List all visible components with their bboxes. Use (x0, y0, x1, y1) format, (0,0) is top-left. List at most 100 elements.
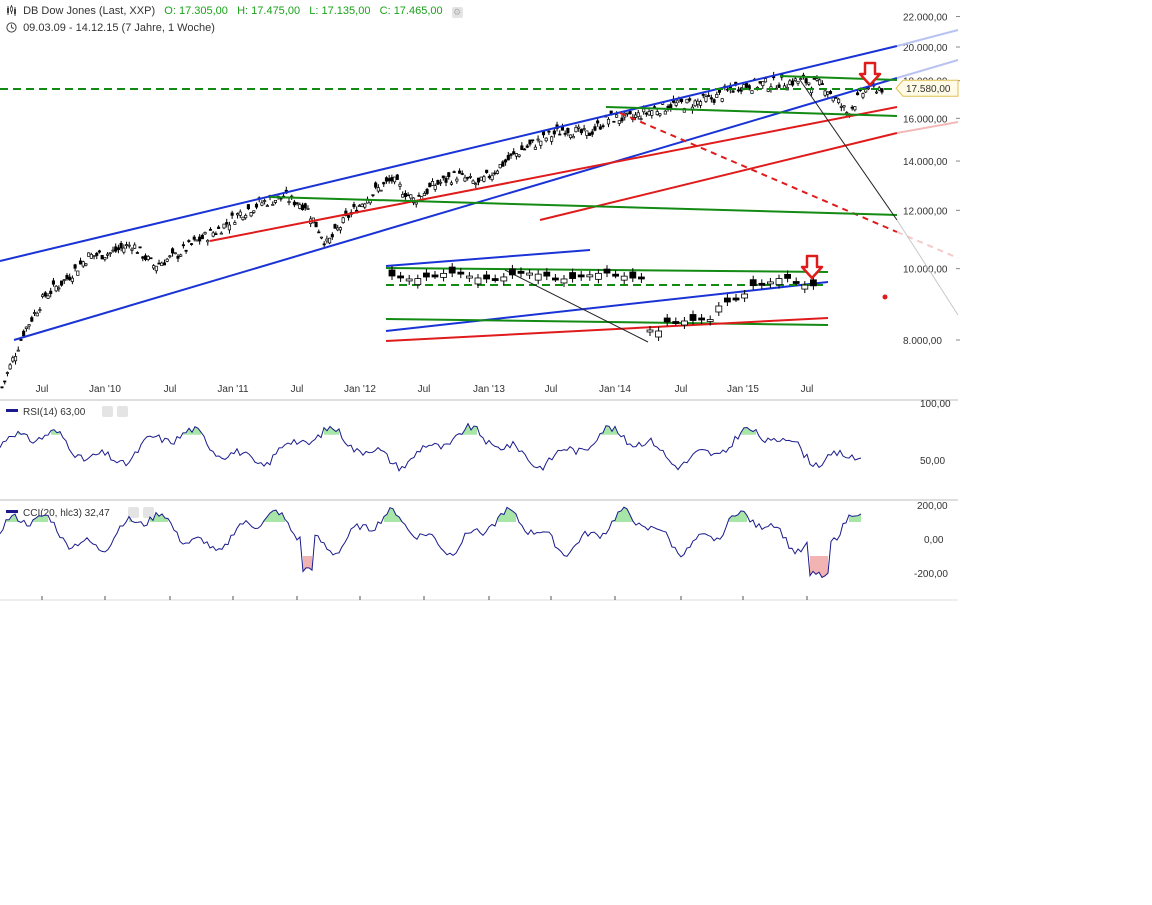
inset-candle-body (500, 276, 508, 282)
candle-body (428, 182, 432, 188)
candle-body (32, 312, 37, 314)
x-tick-label: Jul (418, 384, 431, 395)
cci-overbought-fill (393, 508, 396, 522)
candle-body (236, 213, 240, 216)
candle-body (625, 112, 629, 115)
candle-body (866, 87, 870, 90)
x-tick-label: Jan '10 (89, 384, 121, 395)
gear-icon[interactable]: ⚙ (451, 7, 463, 18)
rsi-overbought-fill (612, 426, 615, 435)
cci-oversold-fill (306, 556, 309, 568)
candle-body (347, 215, 351, 218)
inset-candle-body (388, 269, 396, 277)
candle-body (200, 234, 204, 240)
last-value-label: 17.580,00 (906, 84, 951, 95)
candle-body (874, 91, 879, 94)
inset-candle-body (741, 293, 748, 299)
candle-body (617, 120, 621, 124)
candle-body (698, 101, 703, 106)
upper-support-line (209, 106, 898, 242)
candle-body (328, 237, 332, 244)
lower-channel-extension (896, 59, 959, 79)
cci-overbought-fill (36, 515, 39, 522)
candle-body (479, 176, 483, 181)
lower-support-line (539, 132, 898, 221)
candle-body (688, 98, 692, 101)
candle-body (612, 120, 616, 123)
candle-body (352, 204, 356, 208)
candle-body (820, 83, 824, 85)
candle-body (577, 126, 581, 129)
rsi-overbought-fill (21, 433, 24, 435)
rsi-overbought-fill (324, 427, 327, 435)
candle-body (615, 114, 619, 118)
candle-body (772, 75, 776, 79)
cci-overbought-fill (6, 519, 9, 522)
candle-body (87, 252, 91, 257)
candle-body (780, 73, 784, 78)
cci-overbought-fill (849, 514, 852, 522)
candle-body (376, 187, 380, 192)
rsi-legend-label: RSI(14) 63,00 (23, 407, 86, 418)
candle-body (127, 244, 131, 247)
cci-line (0, 506, 862, 579)
x-tick-label: Jul (36, 384, 49, 395)
inset-trendline (504, 269, 649, 343)
candle-body (374, 182, 378, 188)
rsi-overbought-fill (336, 428, 339, 435)
candle-body (35, 312, 39, 317)
candle-body (839, 106, 843, 108)
candle-body (390, 177, 394, 182)
candle-body (723, 85, 727, 88)
candle-body (650, 110, 654, 116)
candle-body (807, 82, 811, 85)
candle-body (828, 91, 833, 94)
candle-body (566, 128, 570, 134)
candle-body (11, 357, 15, 362)
candle-body (344, 210, 348, 216)
cci-overbought-fill (498, 513, 501, 522)
inset-candle-body (689, 314, 697, 321)
candle-body (254, 203, 259, 208)
rsi-overbought-fill (57, 431, 60, 435)
candle-body (734, 81, 738, 86)
inset-candle-body (431, 274, 439, 278)
candle-body (758, 81, 762, 84)
candle-body (869, 76, 873, 82)
inset-chart (385, 249, 829, 343)
candle-body (355, 209, 359, 214)
candle-body (674, 102, 678, 106)
candle-body (22, 330, 26, 337)
cci-oversold-fill (819, 556, 822, 578)
cci-overbought-fill (615, 511, 618, 522)
x-tick-label: Jan '12 (344, 384, 376, 395)
candle-body (669, 104, 673, 110)
inset-candle-body (672, 321, 680, 324)
candle-body (73, 264, 77, 269)
cci-overbought-fill (855, 515, 858, 522)
candle-body (877, 87, 881, 91)
high-label: H: (237, 5, 249, 17)
candle-body (160, 262, 164, 267)
candle-body (81, 261, 85, 267)
candle-body (146, 256, 150, 260)
candle-body (490, 174, 494, 181)
inset-candle-body (603, 268, 611, 274)
cci-overbought-fill (12, 514, 15, 522)
candle-body (122, 247, 126, 253)
candle-body (116, 247, 120, 251)
cci-overbought-fill (624, 507, 627, 522)
rsi-overbought-fill (603, 425, 606, 435)
down-arrow-marker (858, 61, 882, 87)
candle-body (880, 88, 884, 93)
rsi-overbought-fill (741, 427, 744, 435)
candle-body (804, 78, 808, 84)
cci-legend-label: CCI(20, hlc3) 32,47 (23, 508, 110, 519)
candle-body (325, 238, 329, 242)
descending-dashed-line (619, 112, 898, 233)
price-candles (0, 71, 884, 389)
candle-body (769, 86, 773, 90)
candle-body (436, 179, 440, 185)
inset-candle-body (732, 297, 740, 301)
cci-overbought-fill (744, 511, 747, 522)
